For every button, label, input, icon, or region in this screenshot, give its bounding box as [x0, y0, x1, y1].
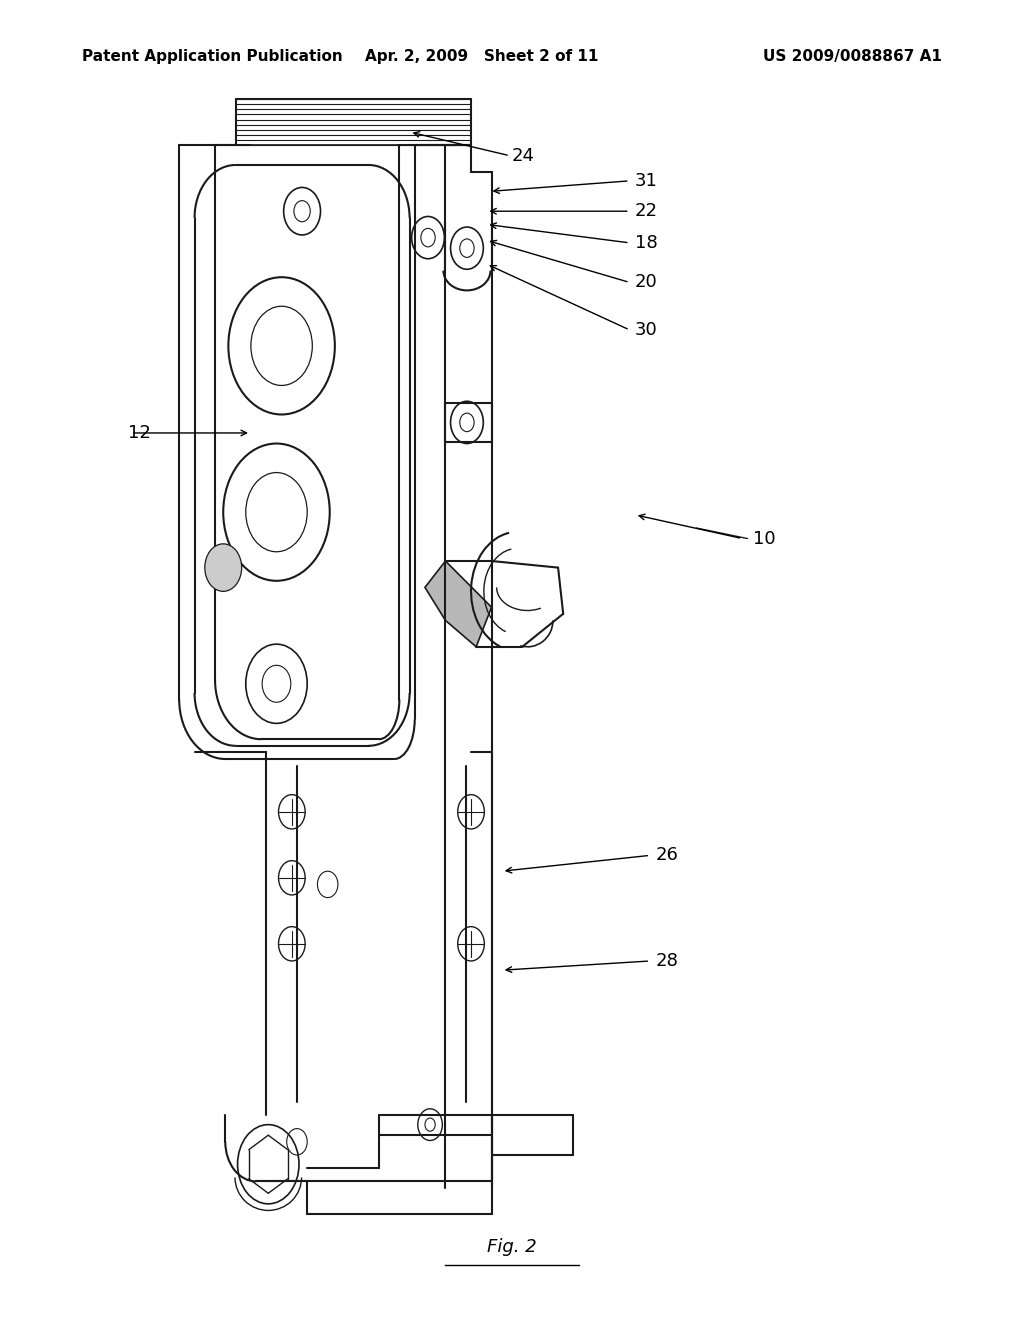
- Text: Fig. 2: Fig. 2: [487, 1238, 537, 1257]
- Text: Apr. 2, 2009   Sheet 2 of 11: Apr. 2, 2009 Sheet 2 of 11: [365, 49, 598, 65]
- Text: US 2009/0088867 A1: US 2009/0088867 A1: [763, 49, 942, 65]
- Text: 20: 20: [635, 273, 657, 292]
- Text: 31: 31: [635, 172, 657, 190]
- Text: 18: 18: [635, 234, 657, 252]
- Text: 22: 22: [635, 202, 657, 220]
- Text: 30: 30: [635, 321, 657, 339]
- Text: 24: 24: [512, 147, 535, 165]
- Polygon shape: [425, 561, 492, 647]
- Text: 26: 26: [655, 846, 678, 865]
- Text: 10: 10: [753, 529, 775, 548]
- Text: Patent Application Publication: Patent Application Publication: [82, 49, 343, 65]
- Text: 12: 12: [128, 424, 151, 442]
- Circle shape: [205, 544, 242, 591]
- Text: 28: 28: [655, 952, 678, 970]
